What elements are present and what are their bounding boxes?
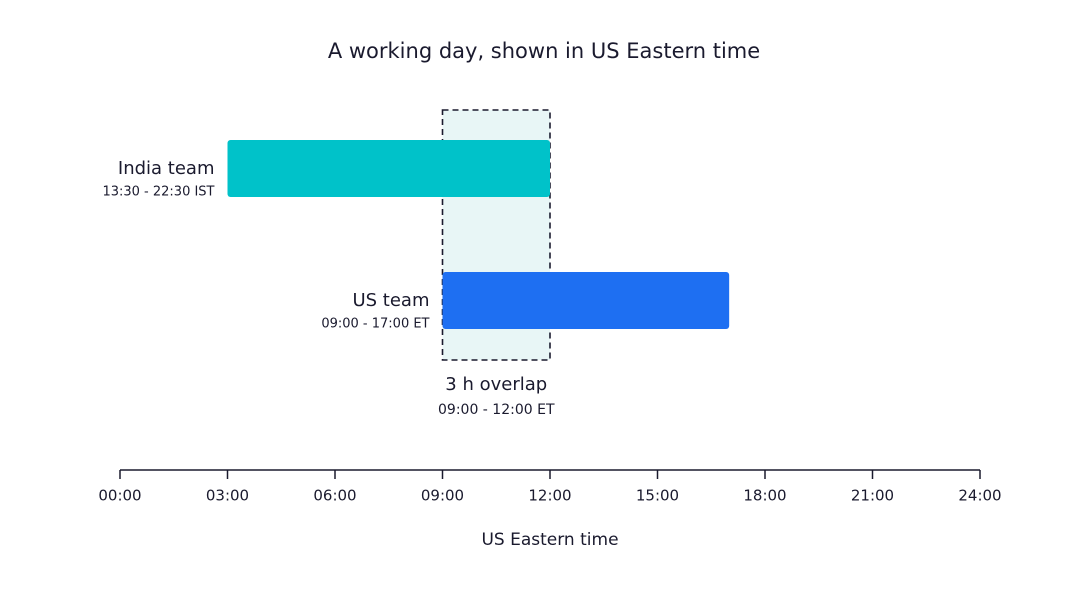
bar bbox=[227, 140, 550, 197]
bar-label: India team bbox=[118, 158, 215, 179]
x-tick-label: 15:00 bbox=[636, 487, 679, 505]
chart-title: A working day, shown in US Eastern time bbox=[328, 39, 760, 63]
x-tick-label: 24:00 bbox=[958, 487, 1001, 505]
x-tick-label: 03:00 bbox=[206, 487, 249, 505]
bar-detail: 09:00 - 17:00 ET bbox=[321, 317, 429, 332]
bar-detail: 13:30 - 22:30 IST bbox=[102, 185, 214, 200]
bar bbox=[442, 272, 730, 329]
overlap-detail: 09:00 - 12:00 ET bbox=[438, 402, 555, 418]
x-tick-label: 12:00 bbox=[528, 487, 571, 505]
x-axis-label: US Eastern time bbox=[481, 530, 618, 550]
x-tick-label: 21:00 bbox=[851, 487, 894, 505]
bar-label: US team bbox=[352, 290, 429, 311]
x-tick-label: 09:00 bbox=[421, 487, 464, 505]
x-tick-label: 06:00 bbox=[313, 487, 356, 505]
x-tick-label: 00:00 bbox=[98, 487, 141, 505]
x-tick-label: 18:00 bbox=[743, 487, 786, 505]
overlap-label: 3 h overlap bbox=[445, 374, 547, 395]
